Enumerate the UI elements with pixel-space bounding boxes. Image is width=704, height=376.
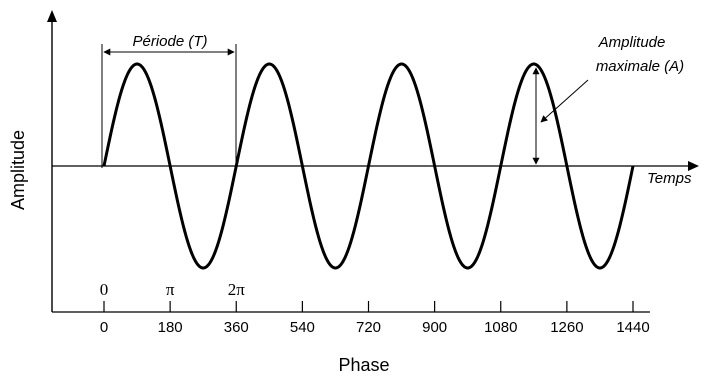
phase-tick-label: 180 <box>158 319 183 336</box>
time-axis-label: Temps <box>647 170 692 187</box>
period-label: Période (T) <box>132 33 207 50</box>
amplitude-label-line2: maximale (A) <box>596 58 684 75</box>
amplitude-pointer <box>540 79 589 123</box>
phase-tick-label: 720 <box>356 319 381 336</box>
radian-labels: 0 π 2π <box>100 280 245 299</box>
phase-ticks: 0 180 360 540 720 900 1080 1260 1440 <box>100 301 650 336</box>
phase-tick-label: 900 <box>422 319 447 336</box>
phase-tick-label: 1260 <box>550 319 583 336</box>
phase-tick-label: 1080 <box>484 319 517 336</box>
phase-tick-label: 540 <box>290 319 315 336</box>
time-axis-arrowhead <box>688 161 699 171</box>
phase-tick-label: 360 <box>224 319 249 336</box>
y-axis-arrowhead <box>47 10 57 22</box>
sine-wave-series <box>102 62 635 270</box>
radian-label: 0 <box>100 280 109 299</box>
radian-label: 2π <box>228 280 246 299</box>
amplitude-label-line1: Amplitude <box>598 34 666 51</box>
phase-tick-label: 1440 <box>616 319 649 336</box>
y-axis-label: Amplitude <box>8 130 28 210</box>
x-axis-label: Phase <box>338 355 389 375</box>
radian-label: π <box>166 280 175 299</box>
phase-tick-label: 0 <box>100 319 108 336</box>
